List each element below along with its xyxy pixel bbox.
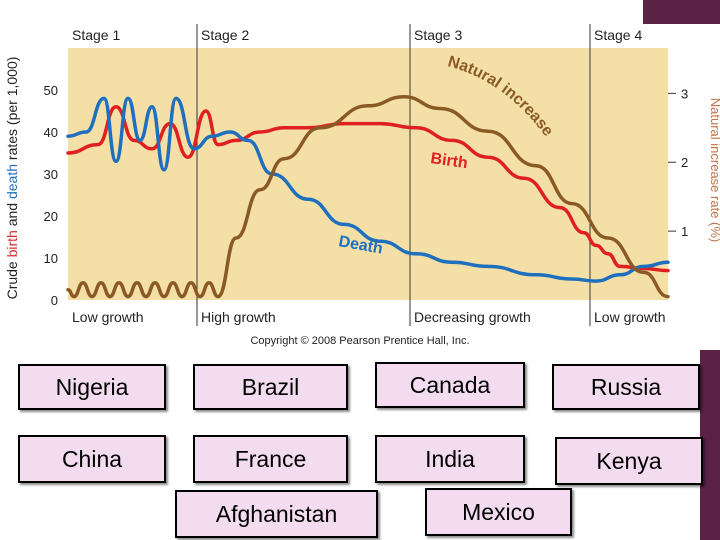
left-tick-40: 40 <box>44 125 58 140</box>
copyright: Copyright © 2008 Pearson Prentice Hall, … <box>250 335 469 347</box>
right-tick-1: 1 <box>681 224 688 239</box>
left-tick-10: 10 <box>44 251 58 266</box>
left-axis-label-part-0: Crude <box>4 257 20 299</box>
country-card-india[interactable]: India <box>375 435 525 483</box>
stage-label-3: Stage 3 <box>414 27 462 43</box>
country-card-canada[interactable]: Canada <box>375 362 525 408</box>
left-tick-30: 30 <box>44 167 58 182</box>
left-axis-label-part-1: birth <box>4 230 20 257</box>
country-card-nigeria[interactable]: Nigeria <box>18 364 166 410</box>
phase-label-1: Low growth <box>72 309 144 325</box>
left-axis-ticks: 0 10 20 30 40 50 <box>44 83 58 308</box>
corner-accent-top <box>643 0 720 24</box>
right-tick-2: 2 <box>681 155 688 170</box>
phase-labels: Low growth High growth Decreasing growth Lo… <box>72 309 666 325</box>
demographic-transition-chart: Stage 1 Stage 2 Stage 3 Stage 4 Low growth H… <box>4 24 720 347</box>
phase-label-4: Low growth <box>594 309 666 325</box>
annotation-birth: Birth <box>429 150 468 172</box>
series-line-death <box>66 96 670 283</box>
series-line-natural-increase <box>66 95 670 299</box>
right-tick-3: 3 <box>681 86 688 101</box>
stage-label-1: Stage 1 <box>72 27 120 43</box>
left-tick-20: 20 <box>44 209 58 224</box>
plot-background <box>68 48 668 300</box>
country-card-kenya[interactable]: Kenya <box>555 437 703 485</box>
left-axis-label-part-4: rates (per 1,000) <box>4 57 20 164</box>
series-lines <box>66 95 670 299</box>
left-axis-label: Crude birth and death rates (per 1,000) <box>4 57 20 300</box>
stage-label-2: Stage 2 <box>201 27 249 43</box>
country-card-russia[interactable]: Russia <box>552 364 700 410</box>
left-tick-0: 0 <box>51 293 58 308</box>
corner-accent-bottom <box>700 350 720 540</box>
country-card-china[interactable]: China <box>18 435 166 483</box>
stage-label-4: Stage 4 <box>594 27 642 43</box>
left-axis-label-part-3: death <box>4 164 20 199</box>
left-tick-50: 50 <box>44 83 58 98</box>
phase-label-3: Decreasing growth <box>414 309 531 325</box>
stage-labels: Stage 1 Stage 2 Stage 3 Stage 4 <box>72 27 642 43</box>
country-card-mexico[interactable]: Mexico <box>425 488 572 536</box>
left-axis-label-part-2: and <box>4 199 20 230</box>
right-axis-label: Natural increase rate (%) <box>708 98 720 243</box>
country-card-brazil[interactable]: Brazil <box>193 364 348 410</box>
right-axis-ticks: 1 2 3 <box>668 86 688 239</box>
country-card-afghanistan[interactable]: Afghanistan <box>175 490 378 538</box>
phase-label-2: High growth <box>201 309 276 325</box>
country-card-france[interactable]: France <box>193 435 348 483</box>
stage-dividers <box>196 24 591 326</box>
